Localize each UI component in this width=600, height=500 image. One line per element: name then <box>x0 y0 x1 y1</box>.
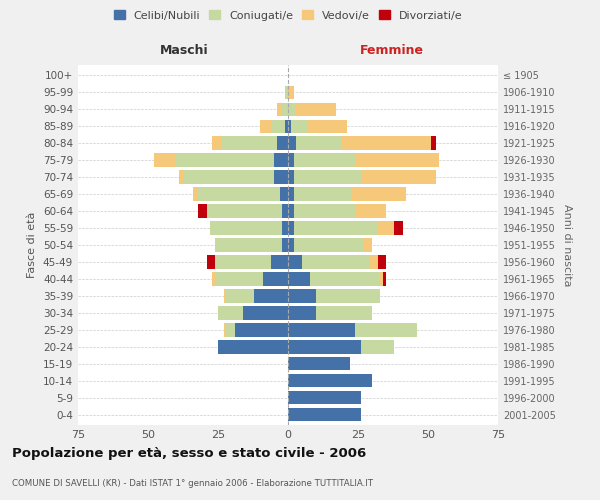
Bar <box>293 238 364 252</box>
Bar <box>212 272 215 285</box>
Bar <box>364 238 372 252</box>
Bar <box>218 306 243 320</box>
Bar <box>383 272 386 285</box>
Bar <box>271 120 285 133</box>
Bar <box>285 120 288 133</box>
Bar <box>316 290 380 302</box>
Bar <box>176 154 274 166</box>
Bar <box>308 120 347 133</box>
Bar <box>199 204 207 218</box>
Bar <box>288 256 302 268</box>
Bar <box>263 272 288 285</box>
Bar <box>224 324 226 336</box>
Bar <box>355 204 386 218</box>
Bar <box>293 154 355 166</box>
Bar <box>302 256 369 268</box>
Bar <box>271 256 288 268</box>
Bar <box>218 340 288 353</box>
Bar <box>283 238 288 252</box>
Bar <box>283 204 288 218</box>
Bar <box>288 374 372 388</box>
Bar <box>226 324 235 336</box>
Bar <box>277 136 288 149</box>
Bar <box>243 306 288 320</box>
Text: COMUNE DI SAVELLI (KR) - Dati ISTAT 1° gennaio 2006 - Elaborazione TUTTITALIA.IT: COMUNE DI SAVELLI (KR) - Dati ISTAT 1° g… <box>12 479 373 488</box>
Bar <box>380 272 383 285</box>
Bar <box>377 256 386 268</box>
Bar <box>316 306 372 320</box>
Text: Maschi: Maschi <box>160 44 209 57</box>
Bar <box>288 204 293 218</box>
Bar <box>280 188 288 200</box>
Text: Popolazione per età, sesso e stato civile - 2006: Popolazione per età, sesso e stato civil… <box>12 448 366 460</box>
Bar <box>285 86 288 99</box>
Bar <box>361 170 436 183</box>
Bar <box>288 306 316 320</box>
Bar <box>224 290 226 302</box>
Bar <box>254 290 288 302</box>
Bar <box>274 170 288 183</box>
Bar <box>154 154 176 166</box>
Bar <box>288 324 355 336</box>
Bar <box>288 238 293 252</box>
Bar <box>288 357 350 370</box>
Bar <box>288 272 310 285</box>
Bar <box>209 222 283 234</box>
Bar <box>369 256 377 268</box>
Bar <box>288 222 293 234</box>
Bar <box>291 120 308 133</box>
Bar <box>288 86 293 99</box>
Bar <box>226 290 254 302</box>
Bar <box>215 256 271 268</box>
Bar <box>288 188 293 200</box>
Bar <box>377 222 394 234</box>
Text: Femmine: Femmine <box>359 44 424 57</box>
Bar <box>288 391 361 404</box>
Bar <box>179 170 184 183</box>
Bar <box>207 204 283 218</box>
Bar <box>293 170 361 183</box>
Bar <box>288 408 361 422</box>
Bar <box>310 272 380 285</box>
Bar <box>215 238 283 252</box>
Bar <box>207 256 215 268</box>
Bar <box>288 170 293 183</box>
Bar <box>288 290 316 302</box>
Bar <box>341 136 431 149</box>
Bar <box>221 136 277 149</box>
Bar <box>355 154 439 166</box>
Bar <box>283 102 288 116</box>
Bar <box>283 222 288 234</box>
Bar <box>288 340 361 353</box>
Bar <box>277 102 283 116</box>
Bar <box>212 136 221 149</box>
Bar <box>193 188 199 200</box>
Legend: Celibi/Nubili, Coniugati/e, Vedovi/e, Divorziati/e: Celibi/Nubili, Coniugati/e, Vedovi/e, Di… <box>109 6 467 25</box>
Bar <box>296 102 335 116</box>
Bar <box>184 170 274 183</box>
Bar <box>288 154 293 166</box>
Bar <box>361 340 394 353</box>
Bar <box>352 188 406 200</box>
Bar <box>288 120 291 133</box>
Bar <box>288 102 296 116</box>
Bar <box>296 136 341 149</box>
Bar <box>355 324 417 336</box>
Bar <box>293 204 355 218</box>
Bar <box>293 222 377 234</box>
Bar <box>288 136 296 149</box>
Y-axis label: Fasce di età: Fasce di età <box>28 212 37 278</box>
Bar <box>293 188 352 200</box>
Y-axis label: Anni di nascita: Anni di nascita <box>562 204 572 286</box>
Bar <box>215 272 263 285</box>
Bar <box>235 324 288 336</box>
Bar <box>394 222 403 234</box>
Bar <box>274 154 288 166</box>
Bar <box>431 136 436 149</box>
Bar <box>199 188 280 200</box>
Bar <box>260 120 271 133</box>
